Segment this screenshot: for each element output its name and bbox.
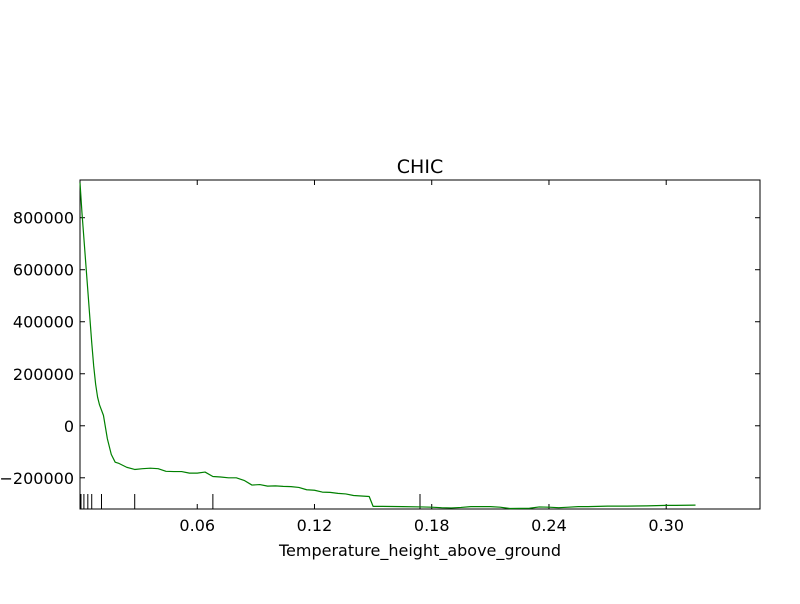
chart-title: CHIC <box>397 156 443 178</box>
x-tick-label: 0.12 <box>297 516 333 535</box>
y-tick-label: 400000 <box>13 313 74 332</box>
series-line <box>79 182 696 510</box>
y-tick-label: 200000 <box>13 365 74 384</box>
x-tick-label: 0.24 <box>531 516 567 535</box>
series-layer <box>79 182 696 510</box>
x-tick-label: 0.18 <box>414 516 450 535</box>
x-tick-label: 0.30 <box>648 516 684 535</box>
y-tick-label: −200000 <box>0 469 74 488</box>
y-tick-label: 0 <box>64 417 74 436</box>
y-tick-label: 800000 <box>13 209 74 228</box>
x-tick-label: 0.06 <box>179 516 215 535</box>
y-axis-ticks: −200000 0 200000 400000 600000 800000 <box>0 209 760 488</box>
y-tick-label: 600000 <box>13 261 74 280</box>
x-axis-ticks: 0.06 0.12 0.18 0.24 0.30 <box>179 180 684 535</box>
x-axis-label: Temperature_height_above_ground <box>278 541 561 561</box>
